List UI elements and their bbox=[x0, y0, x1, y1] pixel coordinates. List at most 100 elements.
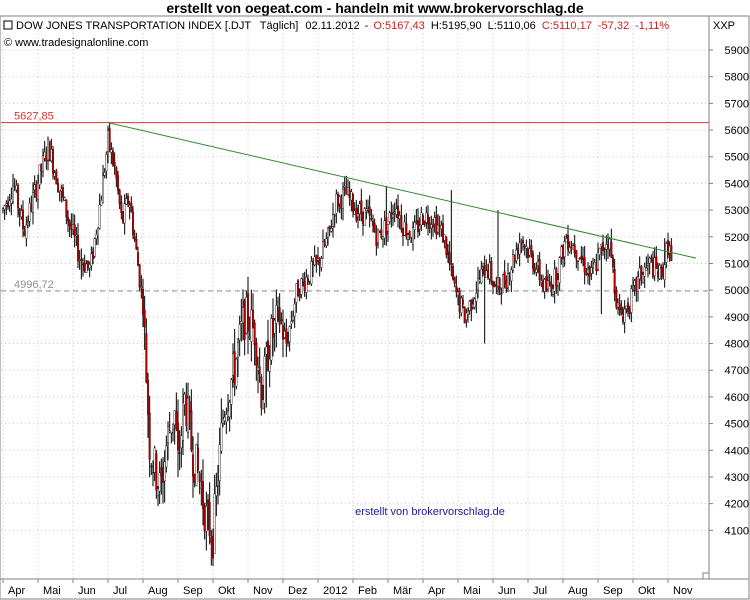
y-tick-label: 5300 bbox=[725, 205, 749, 217]
candle-body bbox=[663, 264, 666, 281]
candle bbox=[52, 145, 55, 180]
candle bbox=[655, 246, 658, 270]
candle-body bbox=[503, 271, 506, 284]
candle-body bbox=[186, 397, 189, 433]
candle-body bbox=[258, 366, 261, 375]
candle-body bbox=[155, 453, 158, 491]
candle bbox=[518, 232, 521, 267]
x-tick-label: Apr bbox=[8, 585, 25, 597]
candle bbox=[126, 192, 129, 208]
candle-body bbox=[113, 161, 116, 167]
candle-body bbox=[246, 293, 249, 332]
candle-body bbox=[343, 186, 346, 188]
candle-body bbox=[558, 257, 561, 283]
y-tick-label: 4900 bbox=[725, 312, 749, 324]
candle-body bbox=[407, 234, 410, 240]
candle bbox=[76, 223, 79, 269]
candle-body bbox=[580, 255, 583, 260]
candle-body bbox=[125, 198, 128, 205]
candle bbox=[442, 214, 445, 243]
candle-body bbox=[22, 209, 25, 230]
candle-body bbox=[423, 221, 426, 225]
candle bbox=[330, 219, 333, 233]
candle bbox=[453, 276, 456, 288]
candle-body bbox=[602, 242, 605, 251]
page-title: erstellt von oegeat.com - handeln mit ww… bbox=[166, 0, 584, 16]
candle-body bbox=[100, 200, 103, 206]
candle bbox=[216, 465, 219, 505]
candle bbox=[48, 140, 51, 162]
candle-body bbox=[62, 187, 65, 198]
candle bbox=[590, 260, 593, 280]
candle-body bbox=[8, 200, 11, 207]
candle-body bbox=[627, 302, 630, 312]
candle-body bbox=[440, 224, 443, 229]
candle bbox=[3, 204, 6, 221]
candle-body bbox=[448, 252, 451, 265]
candle-body bbox=[287, 342, 290, 344]
candle-body bbox=[173, 410, 176, 426]
candle-body bbox=[3, 205, 6, 210]
candle-body bbox=[190, 410, 193, 451]
candle-body bbox=[538, 259, 541, 281]
candle bbox=[422, 213, 425, 225]
candle-body bbox=[161, 476, 164, 483]
y-tick-label: 5000 bbox=[725, 285, 749, 297]
candle-body bbox=[128, 205, 131, 208]
trendline-layer bbox=[107, 122, 697, 259]
candle-body bbox=[228, 401, 231, 418]
candle bbox=[613, 258, 616, 302]
candle bbox=[105, 151, 108, 179]
candle-body bbox=[373, 222, 376, 233]
candle bbox=[643, 262, 646, 288]
candle bbox=[180, 426, 183, 468]
candle-body bbox=[620, 307, 623, 315]
candle-body bbox=[410, 240, 413, 243]
candle-body bbox=[262, 399, 265, 410]
x-tick-label: Mai bbox=[43, 585, 61, 597]
candle-body bbox=[563, 241, 566, 257]
candle bbox=[292, 310, 295, 323]
candle-body bbox=[73, 224, 76, 237]
candle-body bbox=[628, 308, 631, 314]
candle-body bbox=[131, 212, 134, 236]
candle-body bbox=[328, 225, 331, 229]
candle-body bbox=[130, 202, 133, 213]
candle bbox=[136, 246, 139, 266]
plot-area bbox=[0, 15, 710, 580]
candle-body bbox=[28, 203, 31, 222]
candle bbox=[630, 284, 633, 323]
candle bbox=[658, 263, 661, 281]
candle-body bbox=[123, 203, 126, 224]
y-tick-label: 5700 bbox=[725, 98, 749, 110]
candle-body bbox=[93, 238, 96, 257]
candle bbox=[550, 275, 553, 297]
candle-body bbox=[320, 258, 323, 268]
candle bbox=[88, 261, 91, 278]
watermark-text: erstellt von brokervorschlag.de bbox=[355, 506, 505, 518]
candle bbox=[42, 148, 45, 178]
candle-body bbox=[505, 280, 508, 290]
candle bbox=[28, 197, 31, 227]
candle bbox=[110, 142, 113, 165]
candle-body bbox=[68, 220, 71, 226]
candle bbox=[262, 384, 265, 410]
candle bbox=[66, 210, 69, 233]
candle-body bbox=[437, 224, 440, 233]
candle bbox=[475, 281, 478, 314]
candle bbox=[2, 207, 5, 214]
scroll-corner[interactable] bbox=[702, 572, 710, 580]
candle-body bbox=[578, 257, 581, 260]
candle-body bbox=[32, 192, 35, 213]
candle-body bbox=[640, 265, 643, 281]
candle-body bbox=[575, 250, 578, 260]
candle-body bbox=[27, 220, 30, 223]
candle bbox=[593, 258, 596, 265]
candle-body bbox=[482, 262, 485, 267]
candle-body bbox=[607, 244, 610, 248]
candle-body bbox=[255, 342, 258, 366]
candle bbox=[305, 268, 308, 300]
candle bbox=[95, 229, 98, 246]
candle-body bbox=[50, 149, 53, 161]
candle-body bbox=[52, 149, 55, 174]
